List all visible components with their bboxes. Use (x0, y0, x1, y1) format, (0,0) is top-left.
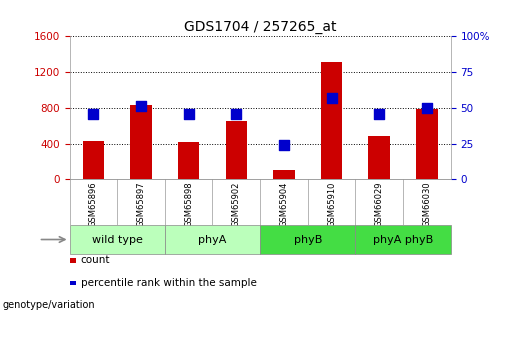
Text: phyB: phyB (294, 235, 322, 245)
Point (89, 111, 97, 116)
Bar (130, 105, 152, 179)
Text: GSM66030: GSM66030 (422, 182, 431, 227)
Text: GSM65896: GSM65896 (89, 182, 98, 227)
Point (375, 111, 383, 116)
Bar (226, 121, 247, 179)
Bar (368, 136, 390, 179)
Point (232, 111, 241, 116)
Text: GSM65897: GSM65897 (136, 182, 145, 227)
Text: genotype/variation: genotype/variation (3, 300, 95, 310)
Text: GSM65910: GSM65910 (327, 182, 336, 227)
Bar (260, 225, 355, 254)
Bar (416, 109, 438, 179)
Text: GSM66029: GSM66029 (375, 182, 384, 227)
Bar (178, 142, 199, 179)
Bar (70, 225, 165, 254)
Point (137, 104, 145, 109)
Text: percentile rank within the sample: percentile rank within the sample (81, 278, 257, 288)
Bar (165, 225, 260, 254)
Title: GDS1704 / 257265_at: GDS1704 / 257265_at (184, 20, 336, 34)
Text: wild type: wild type (92, 235, 143, 245)
Text: GSM65898: GSM65898 (184, 182, 193, 227)
Text: phyA: phyA (198, 235, 227, 245)
Point (184, 111, 193, 116)
Text: GSM65902: GSM65902 (232, 182, 241, 227)
Bar (355, 225, 451, 254)
Bar (82, 141, 104, 179)
Text: phyA phyB: phyA phyB (373, 235, 433, 245)
Point (423, 105, 431, 111)
Bar (321, 62, 342, 179)
Text: count: count (81, 256, 110, 265)
Text: GSM65904: GSM65904 (280, 182, 288, 227)
Point (280, 142, 288, 148)
Point (328, 95, 336, 100)
Bar (273, 170, 295, 179)
